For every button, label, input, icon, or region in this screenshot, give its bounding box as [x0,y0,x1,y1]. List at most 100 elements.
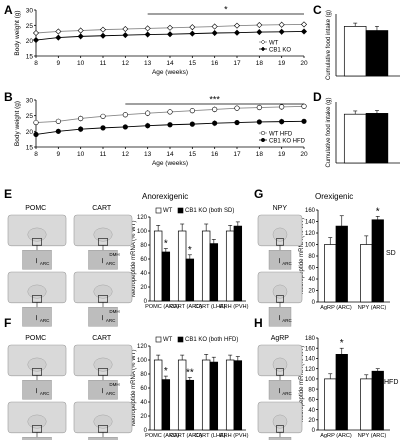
x-axis-label: Age (weeks) [152,69,188,76]
y-tick-label: 120 [137,215,148,221]
data-point [189,108,195,114]
y-tick-label: 180 [305,336,316,342]
y-tick-label: 25 [26,23,34,30]
brain-region [27,227,47,242]
x-tick-label: 17 [233,60,241,67]
y-tick-label: 40 [140,271,147,277]
data-point [144,31,151,38]
inset-image [22,250,52,270]
data-point [256,119,262,125]
legend-swatch-ko [177,336,184,343]
data-point [55,118,61,124]
bar-wt [225,230,235,302]
inset-image [22,307,52,327]
x-tick-label: CRH (PVH) [220,433,249,439]
inset-image [268,380,292,400]
brain-region [93,227,113,242]
legend-label: WT [269,40,279,46]
y-axis-label: Body weight (g) [14,101,21,146]
x-tick-label: 11 [100,60,107,67]
hfd-label: HFD [384,379,398,386]
y-tick-label: 120 [137,344,148,350]
y-tick-label: 20 [140,414,147,420]
brain-region [93,414,113,429]
panel-h: 0 20 40 60 80 100 120 140 160 180 * AgRP (ARC) NPY (… [257,335,390,440]
legend-label-wt: WT [163,337,173,343]
x-tick-label: 19 [278,60,286,67]
x-tick-label: 18 [256,60,264,67]
y-tick-label: 15 [26,54,34,61]
y-tick-label: 25 [26,113,34,120]
data-point [77,33,84,40]
x-tick-label: 20 [300,151,308,158]
y-tick-label: 20 [26,38,34,45]
significance-marker: *** [209,95,220,105]
x-tick-label: 16 [211,151,219,158]
bar-ko [233,225,243,302]
bar-ko [161,379,171,431]
inset-label: ARC [40,391,50,396]
inset-label: ARC [106,318,116,323]
y-tick-label: 30 [26,98,34,105]
panel-c: Cumulative food intake (g) [326,10,400,80]
panel-g: 0 20 40 60 80 100 120 140 160 AgRP (ARC) * NPY (ARC… [257,205,390,327]
data-point [301,103,307,109]
bar-wt [324,244,337,303]
legend-marker [260,46,266,52]
x-tick-label: NPY (ARC) [358,305,387,311]
x-tick-label: AgRP (ARC) [320,433,352,439]
y-tick-label: 40 [308,408,315,414]
histology-title: CART [92,205,112,212]
x-tick-label: 15 [189,60,197,67]
inset-label: ARC [40,318,50,323]
data-point [32,37,40,44]
y-axis-label: Neuropeptide mRNA (% WT) [299,217,305,294]
inset-image [22,380,52,400]
inset-label: ARC [282,261,292,266]
bar-ko [209,361,219,431]
x-tick-label: NPY (ARC) [358,433,387,439]
y-axis-label: Neuropeptide mRNA (% WT) [131,220,137,297]
brain-region [93,284,113,299]
y-tick-label: 120 [305,231,316,237]
dmh-label: DMH [109,439,119,440]
legend-swatch-wt [155,207,162,214]
data-point [100,125,106,131]
data-point [211,29,218,37]
data-point [189,30,196,37]
data-point [278,28,285,35]
data-point [122,32,129,39]
histology-title: NPY [273,205,288,212]
significance-marker: * [188,245,192,256]
data-point [189,24,196,31]
panel-letter-h: H [254,316,263,330]
bar-ko [335,354,348,431]
x-tick-label: CART (LHA) [194,433,225,439]
y-tick-label: 15 [26,145,34,152]
y-tick-label: 60 [140,257,147,263]
bar-wt [153,230,163,302]
histology-title: POMC [25,335,46,342]
significance-marker: * [224,5,228,15]
y-tick-label: 100 [137,358,148,364]
x-tick-label: CART (ARC) [170,433,202,439]
y-tick-label: 0 [144,428,148,434]
data-point [144,25,151,32]
y-tick-label: 160 [305,208,316,214]
bar-wt [201,230,211,302]
y-tick-label: 20 [26,129,34,136]
y-tick-label: 40 [308,277,315,283]
bar-ko [161,251,171,302]
panel-b: 15 20 25 30 8 9 10 11 12 13 14 15 16 17 18 19 20 Age (wee… [14,95,308,168]
orexigenic-heading: Orexigenic [315,192,353,201]
bar-wt [177,230,187,302]
inset-label: ARC [282,391,292,396]
data-point [145,123,151,129]
y-tick-label: 160 [305,346,316,352]
dmh-label: DMH [109,382,119,387]
data-point [256,104,262,111]
panel-letter-d: D [313,90,322,104]
bar-ko [371,370,384,431]
histology-title: AgRP [271,335,290,342]
